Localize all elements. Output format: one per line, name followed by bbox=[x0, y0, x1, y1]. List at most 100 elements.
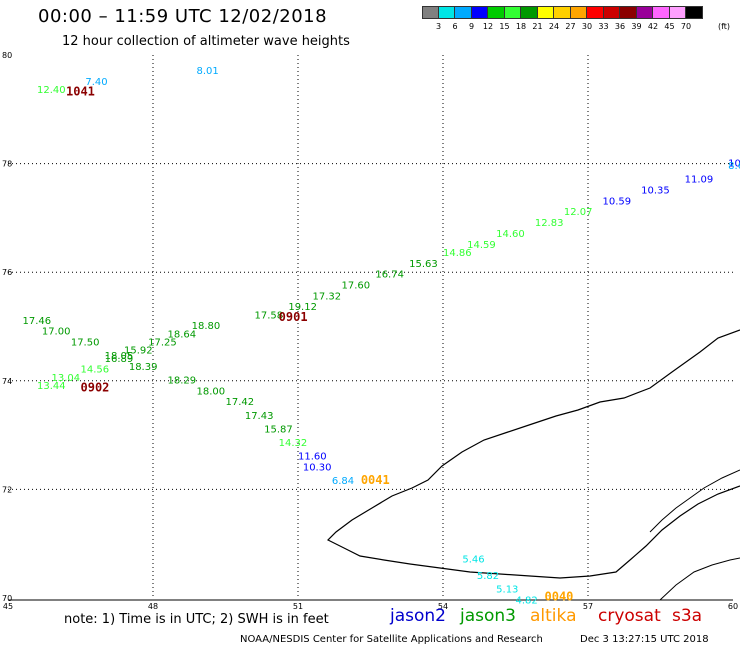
lat-label: 78 bbox=[2, 160, 12, 169]
legend-swatch bbox=[537, 6, 554, 19]
legend-label: 45 bbox=[664, 22, 675, 31]
wave-height-label: 15.92 bbox=[124, 346, 153, 357]
timestamp-text: Dec 3 13:27:15 UTC 2018 bbox=[580, 634, 709, 645]
legend-swatch bbox=[471, 6, 488, 19]
wave-height-label: 15.87 bbox=[264, 424, 293, 435]
wave-height-label: 8.65 bbox=[728, 161, 740, 172]
wave-height-label: 11.60 bbox=[298, 452, 327, 463]
legend-unit: (ft) bbox=[718, 22, 731, 31]
satellite-cryosat: cryosat bbox=[598, 606, 661, 626]
wave-height-label: 16.89 bbox=[105, 354, 134, 365]
wave-height-label: 7.40 bbox=[85, 77, 107, 88]
pass-time-label: 0040 bbox=[545, 590, 574, 604]
lat-label: 74 bbox=[2, 377, 12, 386]
wave-height-label: 19.12 bbox=[288, 302, 317, 313]
legend-swatch bbox=[521, 6, 538, 19]
wave-height-label: 5.82 bbox=[477, 571, 499, 582]
credit-text: NOAA/NESDIS Center for Satellite Applica… bbox=[240, 634, 543, 645]
legend-label: 3 bbox=[435, 22, 442, 31]
wave-height-label: 8.01 bbox=[197, 66, 219, 77]
wave-height-label: 17.25 bbox=[148, 338, 177, 349]
wave-height-label: 10.30 bbox=[303, 462, 332, 473]
wave-height-label: 14.60 bbox=[496, 229, 525, 240]
lat-label: 80 bbox=[2, 51, 12, 60]
lat-label: 70 bbox=[2, 594, 12, 603]
wave-height-label: 12.40 bbox=[37, 85, 66, 96]
lon-label: 54 bbox=[438, 602, 448, 611]
wave-height-label: 17.58 bbox=[255, 310, 284, 321]
legend-swatch bbox=[669, 6, 686, 19]
legend-label: 12 bbox=[482, 22, 494, 31]
satellite-jason2: jason2 bbox=[390, 606, 446, 626]
wave-height-label: 10. bbox=[728, 158, 740, 169]
map-subtitle: 12 hour collection of altimeter wave hei… bbox=[62, 34, 350, 49]
legend-label: 21 bbox=[532, 22, 543, 31]
wave-height-label: 4.82 bbox=[516, 595, 538, 606]
lon-label: 45 bbox=[3, 602, 13, 611]
note-text: note: 1) Time is in UTC; 2) SWH is in fe… bbox=[64, 612, 329, 627]
lon-label: 48 bbox=[148, 602, 158, 611]
legend-swatch bbox=[570, 6, 587, 19]
wave-height-label: 13.44 bbox=[37, 381, 66, 392]
legend-swatch bbox=[488, 6, 505, 19]
wave-height-label: 14.56 bbox=[81, 365, 110, 376]
legend-swatch bbox=[587, 6, 604, 19]
lat-label: 76 bbox=[2, 268, 12, 277]
legend-swatch bbox=[620, 6, 637, 19]
legend-label: 39 bbox=[631, 22, 642, 31]
wave-height-label: 5.13 bbox=[496, 585, 518, 596]
coastline-south bbox=[659, 557, 740, 601]
legend-swatch bbox=[603, 6, 620, 19]
legend-swatch bbox=[438, 6, 455, 19]
pass-time-label: 1041 bbox=[66, 85, 95, 99]
legend-label: 33 bbox=[598, 22, 609, 31]
wave-height-label: 18.39 bbox=[129, 362, 158, 373]
legend-label: 70 bbox=[680, 22, 692, 31]
wave-height-label: 18.00 bbox=[197, 386, 226, 397]
wave-height-label: 17.00 bbox=[42, 327, 71, 338]
wave-height-label: 16.74 bbox=[375, 270, 404, 281]
wave-height-label: 5.46 bbox=[462, 555, 484, 566]
wave-height-label: 12.07 bbox=[564, 207, 593, 218]
wave-height-label: 17.32 bbox=[313, 291, 342, 302]
wave-height-label: 17.50 bbox=[71, 338, 100, 349]
legend-swatch bbox=[636, 6, 653, 19]
color-legend bbox=[422, 6, 703, 20]
legend-swatch bbox=[422, 6, 439, 19]
wave-height-label: 18.05 bbox=[105, 351, 134, 362]
legend-swatch bbox=[686, 6, 703, 19]
wave-height-label: 18.29 bbox=[168, 376, 197, 387]
wave-height-label: 14.59 bbox=[467, 240, 496, 251]
wave-height-label: 17.46 bbox=[23, 316, 52, 327]
legend-label: 18 bbox=[515, 22, 527, 31]
legend-label: 6 bbox=[452, 22, 458, 31]
wave-height-label: 15.63 bbox=[409, 259, 438, 270]
legend-label: 36 bbox=[614, 22, 626, 31]
wave-height-label: 12.83 bbox=[535, 218, 564, 229]
coastline bbox=[326, 329, 740, 579]
wave-height-label: 17.60 bbox=[342, 280, 371, 291]
coastline-inner bbox=[649, 469, 740, 533]
legend-swatch bbox=[554, 6, 571, 19]
legend-label: 42 bbox=[647, 22, 659, 31]
legend-label: 27 bbox=[565, 22, 576, 31]
pass-time-label: 0041 bbox=[361, 473, 390, 487]
map-title: 00:00 – 11:59 UTC 12/02/2018 bbox=[38, 6, 328, 27]
lat-label: 72 bbox=[2, 485, 12, 494]
legend-swatch bbox=[504, 6, 521, 19]
lon-label: 60 bbox=[728, 602, 738, 611]
satellite-s3a: s3a bbox=[672, 606, 703, 626]
wave-height-label: 6.84 bbox=[332, 476, 354, 487]
wave-height-label: 14.32 bbox=[279, 438, 308, 449]
lon-label: 57 bbox=[583, 602, 593, 611]
pass-time-label: 0901 bbox=[279, 310, 308, 324]
legend-label: 15 bbox=[499, 22, 510, 31]
legend-label: 9 bbox=[468, 22, 475, 31]
wave-height-label: 14.86 bbox=[443, 248, 472, 259]
legend-label: 24 bbox=[548, 22, 560, 31]
wave-height-label: 11.09 bbox=[685, 175, 714, 186]
lon-label: 51 bbox=[293, 602, 303, 611]
wave-height-label: 13.04 bbox=[52, 373, 81, 384]
wave-height-label: 17.43 bbox=[245, 411, 274, 422]
